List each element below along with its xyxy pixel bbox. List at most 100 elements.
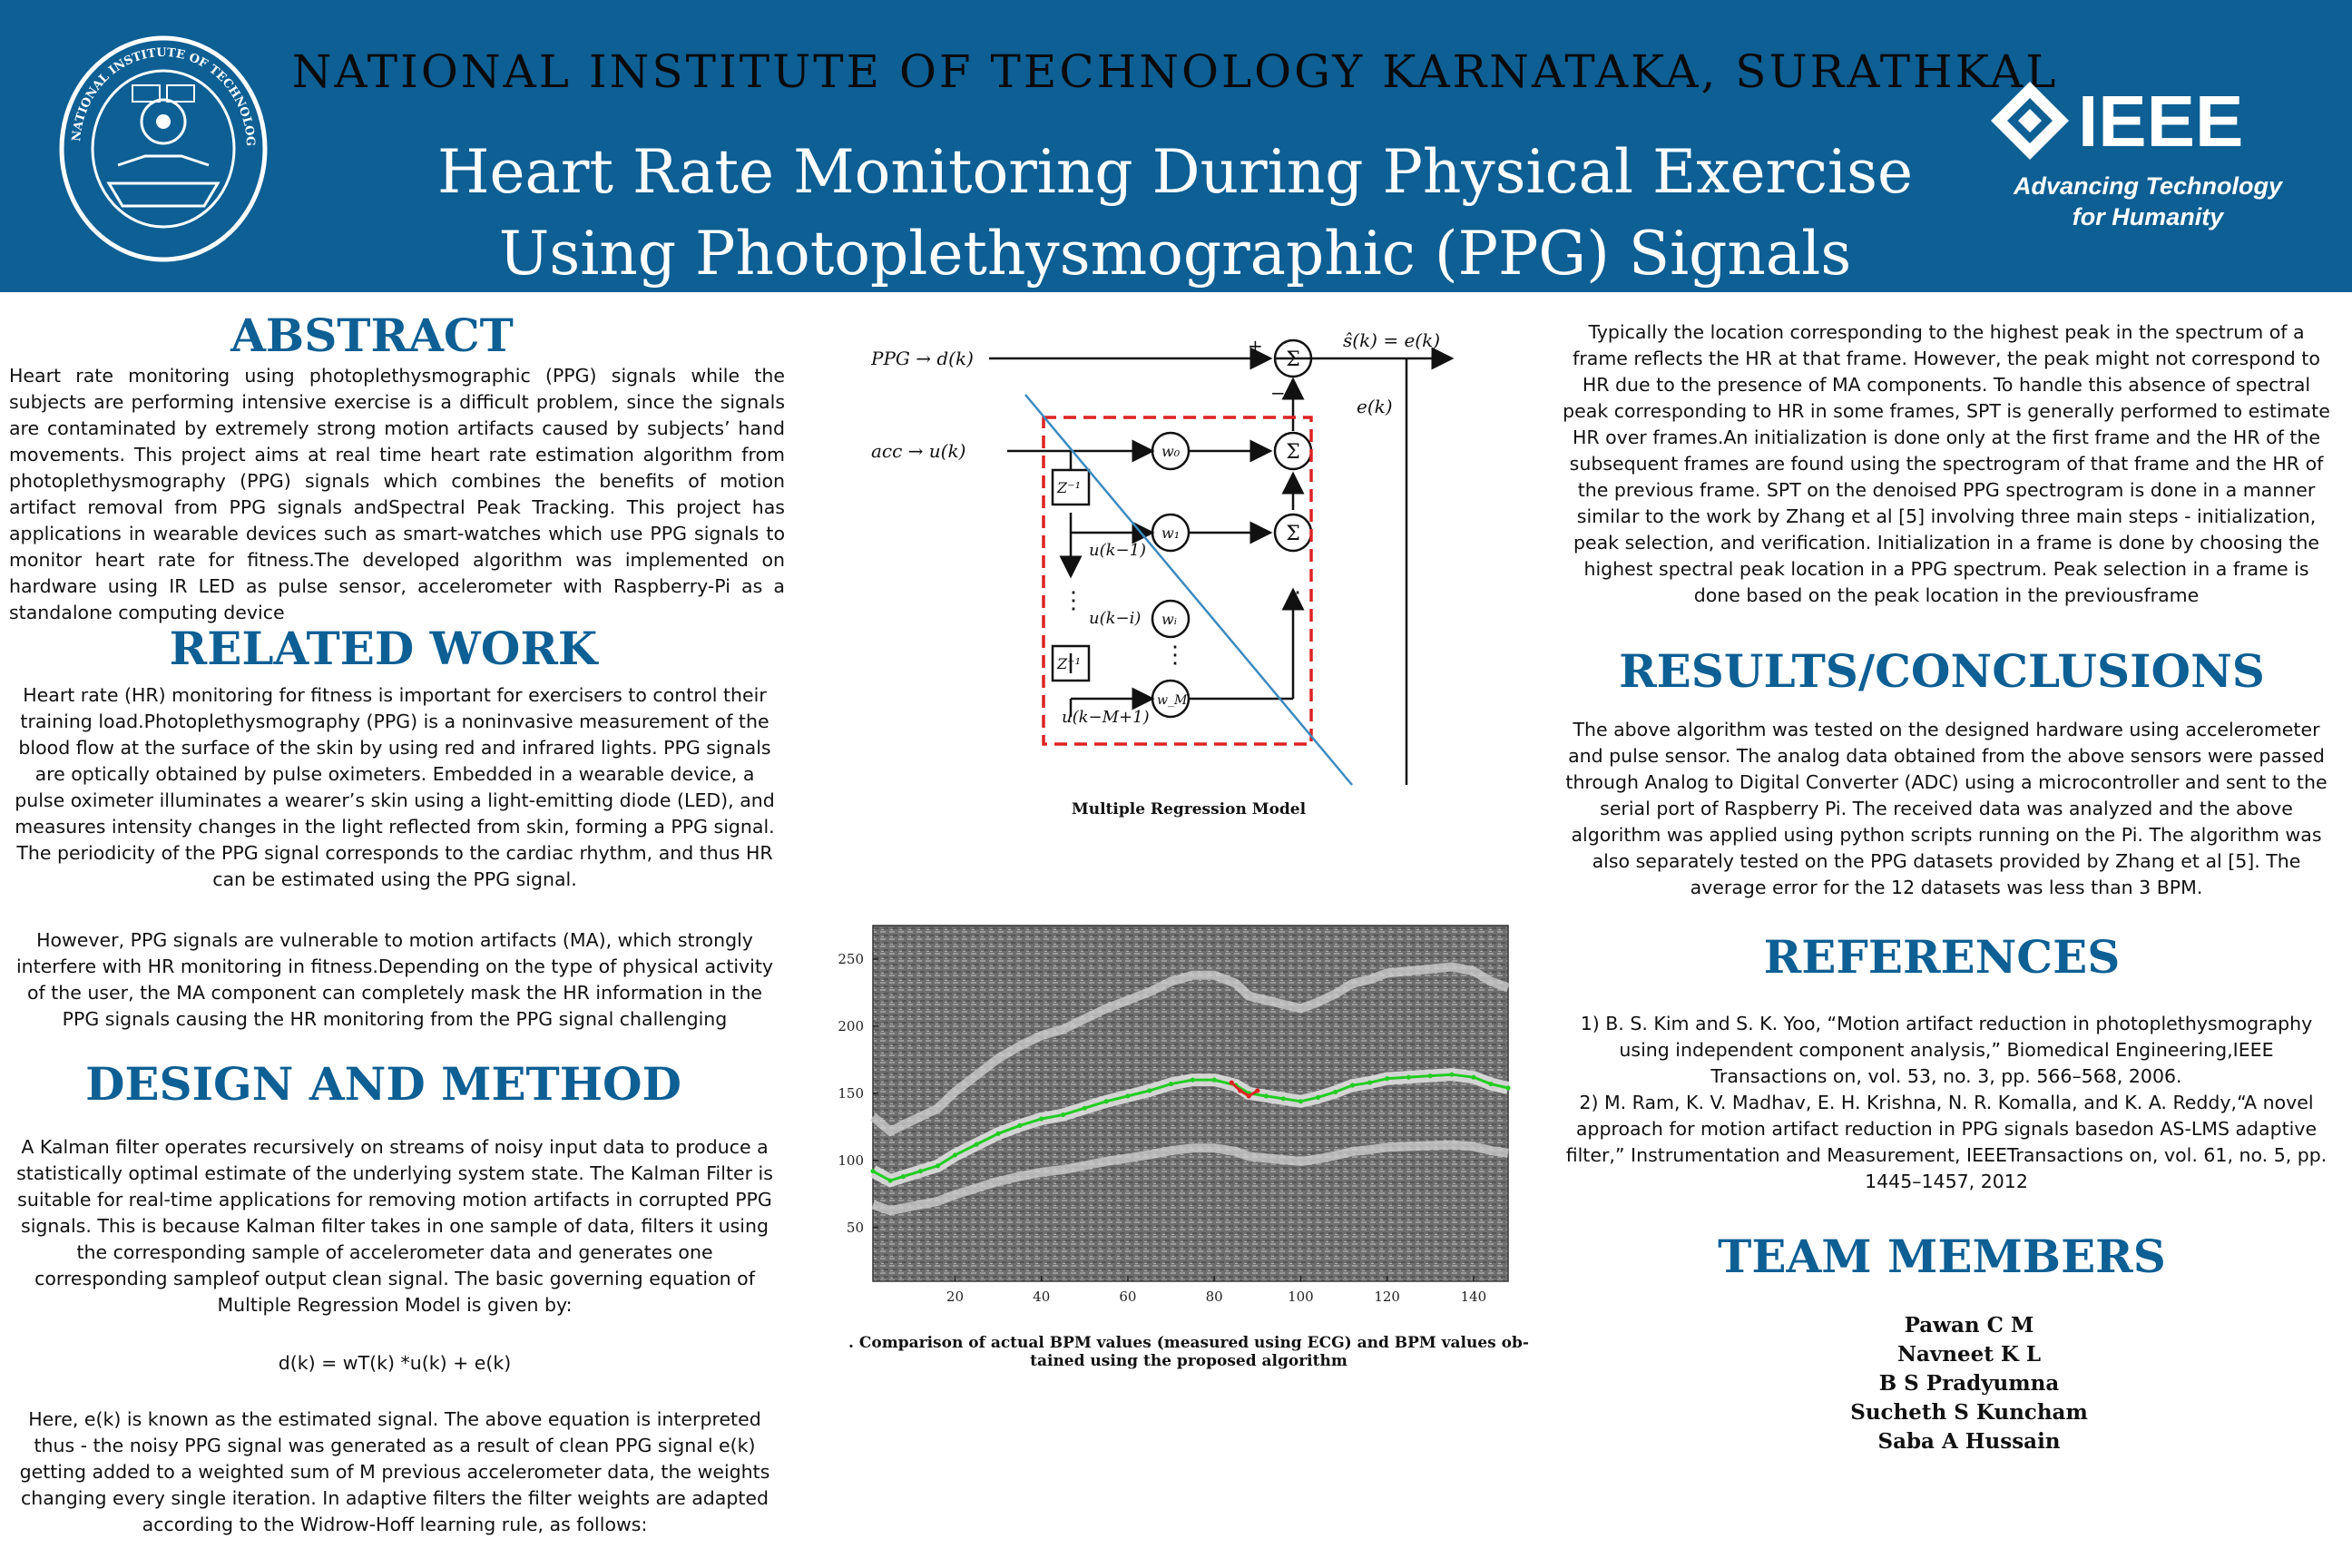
data-point bbox=[1017, 1122, 1023, 1129]
data-point bbox=[1060, 1112, 1066, 1118]
harmonic-band bbox=[871, 1140, 1509, 1216]
data-point bbox=[1125, 1093, 1131, 1099]
spectral-peak-tracking-text: Typically the location corresponding to … bbox=[1563, 321, 2330, 606]
institute-name: NATIONAL INSTITUTE OF TECHNOLOGY KARNATA… bbox=[291, 45, 2059, 98]
svg-text:PPG → d(k): PPG → d(k) bbox=[871, 348, 974, 369]
nitk-seal-text: NATIONAL INSTITUTE OF TECHNOLOGY KARNATA… bbox=[54, 29, 257, 147]
ieee-wordmark: IEEE bbox=[2078, 81, 2244, 162]
harmonic-band bbox=[869, 962, 1510, 1137]
svg-text:u(k−1): u(k−1) bbox=[1089, 541, 1146, 560]
svg-text:u(k−i): u(k−i) bbox=[1089, 609, 1141, 628]
data-point bbox=[1168, 1081, 1174, 1087]
data-point bbox=[1190, 1077, 1195, 1083]
data-point bbox=[1039, 1116, 1044, 1122]
data-point bbox=[917, 1169, 923, 1174]
data-point bbox=[1298, 1099, 1304, 1104]
x-tick-label: 120 bbox=[1374, 1289, 1400, 1305]
svg-text:w_M: w_M bbox=[1157, 693, 1188, 708]
ieee-diamond-icon bbox=[1991, 82, 2069, 160]
team-member: Pawan C M bbox=[1904, 1313, 2034, 1338]
governing-equation: d(k) = wT(k) *u(k) + e(k) bbox=[278, 1352, 512, 1374]
data-point bbox=[870, 1169, 876, 1174]
data-point bbox=[1349, 1083, 1356, 1088]
svg-text:+: + bbox=[1248, 335, 1263, 357]
filter-bank-outline bbox=[1042, 416, 1313, 746]
figure1-caption: Multiple Regression Model bbox=[1071, 800, 1307, 818]
data-point bbox=[952, 1152, 958, 1158]
x-tick-label: 40 bbox=[1033, 1289, 1050, 1305]
adaptation-arrow bbox=[1024, 394, 1353, 786]
svg-text:Z⁻¹: Z⁻¹ bbox=[1056, 655, 1081, 672]
x-tick-label: 20 bbox=[946, 1289, 964, 1305]
team-heading: TEAM MEMBERS bbox=[1718, 1230, 2166, 1283]
x-tick-label: 60 bbox=[1119, 1289, 1136, 1305]
svg-text:acc → u(k): acc → u(k) bbox=[871, 440, 965, 462]
bpm-comparison-chart: 20 40 60 80 100 120 140 50 100 150 200 250 bbox=[838, 925, 1511, 1305]
svg-text:Σ: Σ bbox=[1286, 523, 1300, 545]
svg-text:ŝ(k) = e(k): ŝ(k) = e(k) bbox=[1343, 329, 1440, 351]
ieee-logo: IEEE Advancing Technology for Humanity bbox=[1989, 80, 2298, 243]
x-tick-label: 140 bbox=[1461, 1289, 1487, 1305]
team-member: Navneet K L bbox=[1896, 1342, 2042, 1367]
reference-2: 2) M. Ram, K. V. Madhav, E. H. Krishna, … bbox=[1565, 1092, 2328, 1192]
y-tick-label: 150 bbox=[838, 1085, 864, 1102]
reference-1: 1) B. S. Kim and S. K. Yoo, “Motion arti… bbox=[1580, 1013, 2313, 1087]
data-point bbox=[1505, 1085, 1511, 1091]
data-point bbox=[1427, 1073, 1433, 1079]
data-point bbox=[974, 1142, 979, 1147]
team-member: Sucheth S Kuncham bbox=[1850, 1400, 2088, 1425]
design-para-1: A Kalman filter operates recursively on … bbox=[16, 1136, 773, 1316]
y-tick-label: 100 bbox=[838, 1152, 864, 1169]
svg-text:⋮: ⋮ bbox=[1286, 587, 1309, 614]
figure2-caption: . Comparison of actual BPM values (measu… bbox=[848, 1334, 1529, 1370]
y-tick-label: 200 bbox=[838, 1018, 864, 1034]
abstract-heading: ABSTRACT bbox=[230, 309, 514, 362]
data-point bbox=[1332, 1089, 1338, 1095]
svg-text:w₀: w₀ bbox=[1161, 443, 1181, 460]
data-point bbox=[1406, 1074, 1412, 1080]
results-body: The above algorithm was tested on the de… bbox=[1565, 719, 2328, 898]
team-member: Saba A Hussain bbox=[1877, 1429, 2061, 1454]
data-point bbox=[1103, 1099, 1109, 1104]
data-point bbox=[1471, 1074, 1476, 1080]
x-tick-label: 100 bbox=[1288, 1289, 1314, 1305]
data-point bbox=[1280, 1096, 1286, 1102]
chart-axes: 20 40 60 80 100 120 140 50 100 150 200 250 bbox=[838, 951, 1486, 1305]
svg-text:Z⁻¹: Z⁻¹ bbox=[1056, 479, 1081, 496]
abstract-body: Heart rate monitoring using photoplethys… bbox=[9, 365, 785, 623]
svg-text:⋮: ⋮ bbox=[1163, 642, 1187, 669]
data-point bbox=[1449, 1072, 1455, 1077]
title-line-2: Using Photoplethysmographic (PPG) Signal… bbox=[498, 219, 1852, 289]
estimated-bpm-line bbox=[872, 1073, 1509, 1182]
actual-bpm-line bbox=[1230, 1081, 1259, 1098]
related-work-para-1: Heart rate (HR) monitoring for fitness i… bbox=[15, 684, 775, 890]
svg-text:Σ: Σ bbox=[1286, 348, 1300, 371]
chart-series bbox=[870, 1072, 1511, 1183]
data-point bbox=[1367, 1080, 1373, 1085]
data-point bbox=[1385, 1076, 1390, 1082]
related-work-para-2: However, PPG signals are vulnerable to m… bbox=[15, 929, 774, 1030]
data-point bbox=[1211, 1077, 1217, 1083]
svg-text:⋮: ⋮ bbox=[1062, 587, 1085, 614]
design-heading: DESIGN AND METHOD bbox=[85, 1057, 681, 1111]
team-list: Pawan C M Navneet K L B S Pradyumna Such… bbox=[1706, 1311, 2232, 1456]
data-point bbox=[1147, 1088, 1152, 1093]
data-point bbox=[900, 1174, 906, 1180]
data-point bbox=[1238, 1088, 1243, 1093]
header-banner bbox=[0, 0, 2352, 292]
y-tick-label: 250 bbox=[838, 951, 864, 967]
references-heading: REFERENCES bbox=[1763, 930, 2121, 984]
design-para-2: Here, e(k) is known as the estimated sig… bbox=[19, 1408, 770, 1535]
data-point bbox=[935, 1163, 941, 1169]
data-point bbox=[1255, 1088, 1260, 1093]
data-point bbox=[1082, 1105, 1087, 1111]
title-line-1: Heart Rate Monitoring During Physical Ex… bbox=[436, 137, 1914, 207]
svg-text:wᵢ: wᵢ bbox=[1161, 611, 1177, 628]
svg-text:−: − bbox=[1270, 382, 1286, 404]
multiple-regression-diagram: PPG → d(k) acc → u(k) ŝ(k) = e(k) e(k) +… bbox=[871, 329, 1455, 786]
data-point bbox=[1229, 1080, 1234, 1085]
svg-text:Σ: Σ bbox=[1286, 441, 1300, 464]
data-point bbox=[995, 1131, 1001, 1136]
data-point bbox=[1315, 1094, 1321, 1100]
poster-title: Heart Rate Monitoring During Physical Ex… bbox=[272, 132, 2078, 295]
